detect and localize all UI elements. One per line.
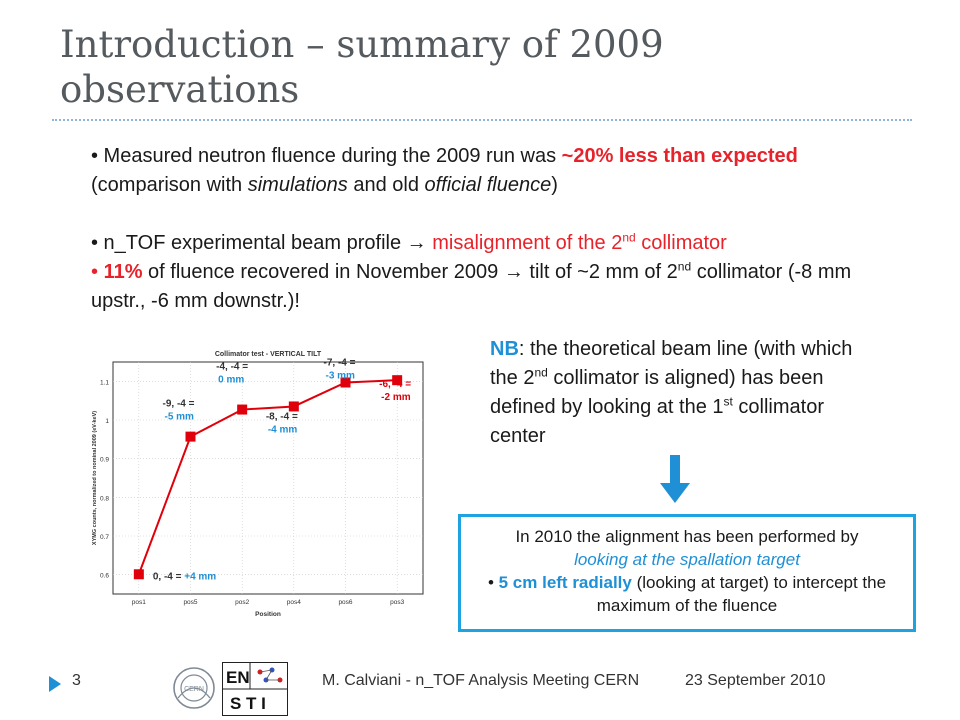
title-divider xyxy=(52,119,912,121)
nb-text: collimator is aligned) has been defined … xyxy=(490,367,824,418)
bullet-text: of fluence recovered in November 2009 xyxy=(142,261,504,283)
footer-date: 23 September 2010 xyxy=(685,672,826,689)
bullet-fluence: • Measured neutron fluence during the 20… xyxy=(91,142,911,200)
collimator-tilt-chart: 0.6 0.7 0.8 0.9 1 1.1 pos1 pos5 pos2 pos4 pos6 pos3… xyxy=(92,351,424,618)
en-sti-logo-icon: EN S T I xyxy=(222,662,288,716)
logo-text: EN xyxy=(226,668,250,687)
bullet-list: • Measured neutron fluence during the 20… xyxy=(91,142,911,316)
page-number: 3 xyxy=(72,672,81,689)
logo-text: CERN xyxy=(184,686,204,693)
bullet-marker: • xyxy=(487,573,499,592)
x-tick-label: pos1 xyxy=(132,599,146,606)
box-bullet: • 5 cm left radially (looking at target)… xyxy=(461,571,913,617)
data-point xyxy=(288,401,299,412)
superscript: nd xyxy=(622,230,636,245)
bullet-text: tilt of ~2 mm of 2 xyxy=(523,261,678,283)
data-label: -5 mm xyxy=(165,412,195,423)
series-line xyxy=(137,379,398,575)
data-point xyxy=(133,569,144,580)
italic-text: official fluence xyxy=(424,174,552,196)
bullet-text: ) xyxy=(551,174,558,196)
nb-label: NB xyxy=(490,338,519,360)
data-label: -6, -4 = xyxy=(379,379,411,390)
footer-triangle-icon xyxy=(49,676,61,692)
superscript: st xyxy=(723,394,733,409)
data-label: -8, -4 = xyxy=(266,411,298,422)
data-label: 0, -4 = +4 mm xyxy=(153,571,216,582)
y-tick-label: 0.7 xyxy=(100,534,109,541)
data-label: -3 mm xyxy=(326,370,356,381)
highlight-text: misalignment of the 2 xyxy=(426,232,623,254)
bullet-recovered: • 11% of fluence recovered in November 2… xyxy=(91,258,911,316)
x-tick-label: pos6 xyxy=(338,599,352,606)
plot-area xyxy=(112,361,424,595)
y-tick-label: 0.9 xyxy=(100,457,109,464)
y-tick-label: 1.1 xyxy=(100,379,109,386)
slide-title: Introduction – summary of 2009 observati… xyxy=(60,23,664,111)
data-point xyxy=(237,404,248,415)
bullet-text: • n_TOF experimental beam profile xyxy=(91,232,407,254)
data-point xyxy=(185,431,196,442)
box-line: In 2010 the alignment has been performed… xyxy=(515,527,859,546)
y-tick-label: 0.6 xyxy=(100,573,109,580)
nb-note: NB: the theoretical beam line (with whic… xyxy=(490,335,860,451)
data-label: -9, -4 = xyxy=(163,399,195,410)
bullet-text: and old xyxy=(347,174,425,196)
data-point xyxy=(392,375,403,386)
logo-text: S T I xyxy=(230,694,266,713)
superscript: nd xyxy=(677,259,692,274)
footer-text: M. Calviani - n_TOF Analysis Meeting CER… xyxy=(322,672,640,689)
data-label: -4, -4 = xyxy=(216,362,248,373)
x-tick-label: pos4 xyxy=(287,599,301,606)
bullet-beam-profile: • n_TOF experimental beam profile → misa… xyxy=(91,229,911,258)
data-point xyxy=(340,377,351,388)
highlight-text: collimator xyxy=(635,232,727,254)
bullet-text: (comparison with xyxy=(91,174,248,196)
highlight-text: 5 cm left radially xyxy=(498,573,632,592)
highlight-text: 11% xyxy=(103,261,143,283)
y-tick-label: 0.8 xyxy=(100,495,109,502)
box-text: (looking at target) to intercept the max… xyxy=(596,573,887,615)
y-axis-label: XYMG counts, normalized to nominal 2009 … xyxy=(92,411,98,545)
right-arrow-icon: → xyxy=(503,261,524,283)
alignment-box: In 2010 the alignment has been performed… xyxy=(458,514,916,632)
chart-title: Collimator test - VERTICAL TILT xyxy=(215,351,322,358)
highlight-text: ~20% less than expected xyxy=(561,145,798,167)
bullet-marker: • xyxy=(91,261,104,283)
data-label: -4 mm xyxy=(268,424,298,435)
box-line-highlight: looking at the spallation target xyxy=(574,550,800,569)
bullet-text: collimator (-8 mm upstr., -6 mm downstr.… xyxy=(91,261,852,312)
nb-text: : the theoretical beam line (with which … xyxy=(490,338,853,389)
data-label: 0 mm xyxy=(218,375,244,386)
cern-logo-icon: CERN xyxy=(173,667,215,709)
x-axis-label: Position xyxy=(255,611,281,618)
right-arrow-icon: → xyxy=(406,232,427,254)
y-tick-label: 1 xyxy=(105,418,109,425)
bullet-text: • Measured neutron fluence during the 20… xyxy=(91,145,562,167)
nb-text: collimator center xyxy=(490,396,824,447)
italic-text: simulations xyxy=(247,174,348,196)
x-tick-label: pos5 xyxy=(183,599,197,606)
x-tick-label: pos3 xyxy=(390,599,404,606)
down-arrow-icon xyxy=(660,455,690,503)
superscript: nd xyxy=(534,365,548,380)
x-tick-label: pos2 xyxy=(235,599,249,606)
spacer xyxy=(91,200,911,229)
data-label: -7, -4 = xyxy=(324,357,356,368)
data-label: -2 mm xyxy=(381,392,411,403)
